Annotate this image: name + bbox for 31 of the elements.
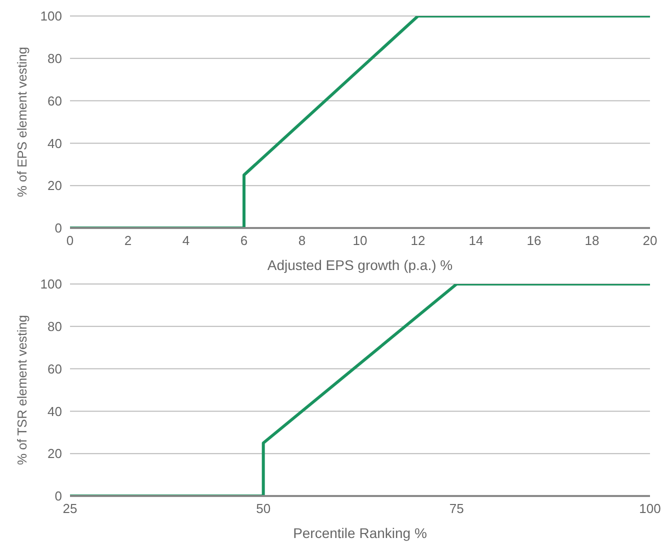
x-tick-label: 25: [62, 501, 78, 516]
y-tick-label: 100: [40, 8, 62, 24]
x-tick-label: 2: [124, 233, 132, 248]
x-tick-label: 75: [449, 501, 464, 516]
x-tick-label: 4: [182, 233, 190, 248]
x-tick-label: 100: [639, 501, 661, 516]
y-tick-label: 80: [48, 51, 62, 66]
y-tick-label: 100: [40, 276, 62, 292]
y-tick-label: 40: [48, 404, 62, 419]
y-tick-label: 0: [54, 220, 62, 236]
y-tick-label: 80: [48, 319, 62, 334]
x-axis-title: Percentile Ranking %: [293, 525, 427, 541]
x-tick-label: 8: [298, 233, 306, 248]
y-tick-label: 60: [48, 93, 62, 108]
x-tick-label: 0: [66, 233, 74, 248]
y-axis-title: % of TSR element vesting: [14, 314, 30, 466]
y-tick-label: 0: [54, 488, 62, 504]
y-tick-label: 40: [48, 136, 62, 151]
x-tick-label: 20: [642, 233, 658, 248]
x-tick-label: 6: [240, 233, 248, 248]
y-tick-label: 60: [48, 361, 62, 376]
x-axis-title: Adjusted EPS growth (p.a.) %: [267, 257, 453, 273]
x-tick-label: 16: [526, 233, 542, 248]
y-tick-label: 20: [48, 178, 62, 194]
x-tick-label: 14: [468, 233, 484, 248]
y-tick-label: 20: [48, 446, 62, 462]
x-tick-label: 12: [410, 233, 426, 248]
x-tick-label: 10: [352, 233, 368, 248]
x-tick-label: 50: [256, 501, 271, 516]
y-axis-title: % of EPS element vesting: [14, 46, 30, 198]
x-tick-label: 18: [584, 233, 600, 248]
